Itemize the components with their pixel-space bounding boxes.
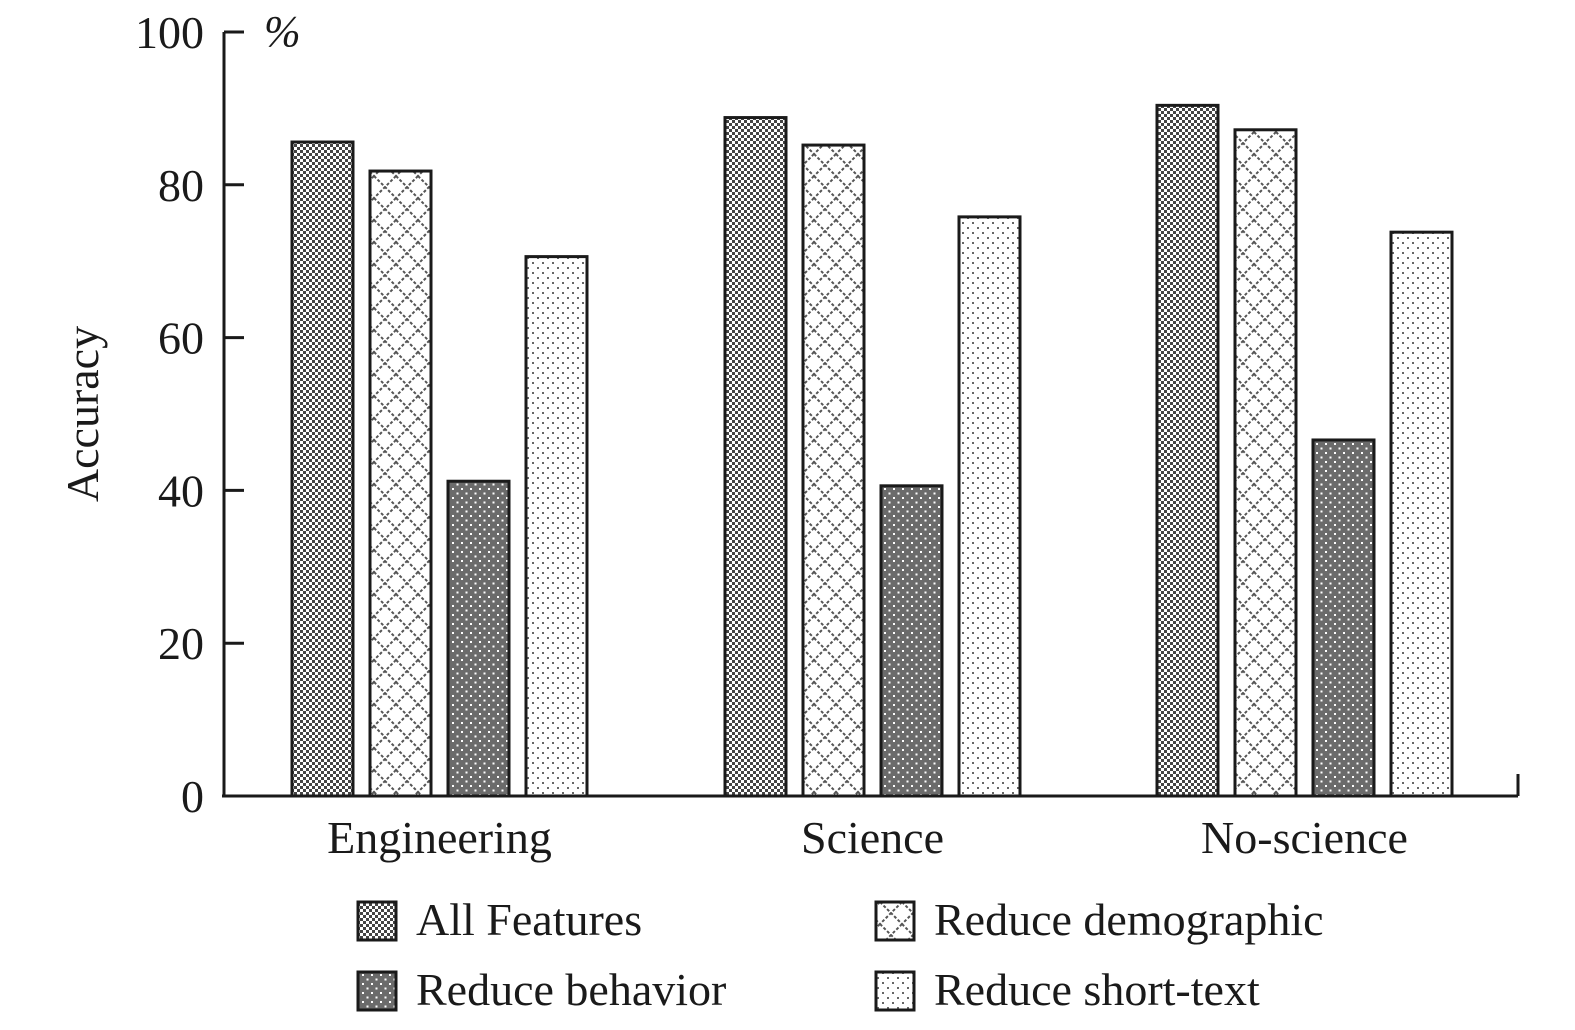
bar-all-features-engineering (290, 140, 355, 798)
y-tick-label: 80 (158, 160, 204, 211)
bar-reduce-demographic-science (801, 143, 866, 798)
category-label: Engineering (327, 812, 552, 863)
bar-reduce-demographic-engineering (368, 169, 433, 798)
bar-reduce-demographic-no-science (1233, 128, 1298, 798)
bar-reduce-behavior-no-science (1311, 438, 1376, 798)
y-tick-label: 60 (158, 313, 204, 364)
y-axis-ticks: 0 20 40 60 80 100 (135, 7, 244, 822)
legend-swatch (356, 970, 398, 1012)
legend-label: All Features (416, 894, 642, 945)
y-tick-label: 20 (158, 618, 204, 669)
legend-label: Reduce short-text (934, 964, 1260, 1015)
y-unit-label: % (264, 7, 301, 56)
category-labels: Engineering Science No-science (327, 812, 1408, 863)
y-axis-title: Accuracy (57, 326, 108, 502)
bar-series-group (290, 103, 1454, 798)
legend-label: Reduce behavior (416, 964, 726, 1015)
legend-swatch (874, 970, 916, 1012)
legend-label: Reduce demographic (934, 894, 1324, 945)
bar-all-features-no-science (1155, 103, 1220, 798)
bar-reduce-short-text-science (957, 215, 1022, 798)
bar-reduce-behavior-science (879, 484, 944, 798)
legend-swatch (874, 900, 916, 942)
y-tick-label: 40 (158, 465, 204, 516)
y-tick-label: 100 (135, 7, 204, 58)
y-tick-label: 0 (181, 771, 204, 822)
category-label: Science (801, 812, 944, 863)
legend-swatch (356, 900, 398, 942)
category-label: No-science (1201, 812, 1408, 863)
bar-reduce-short-text-engineering (524, 255, 589, 798)
bar-reduce-short-text-no-science (1389, 230, 1454, 798)
bar-all-features-science (723, 116, 788, 798)
legend: All Features Reduce demographic Reduce beh… (356, 894, 1324, 1015)
bar-reduce-behavior-engineering (446, 479, 511, 798)
